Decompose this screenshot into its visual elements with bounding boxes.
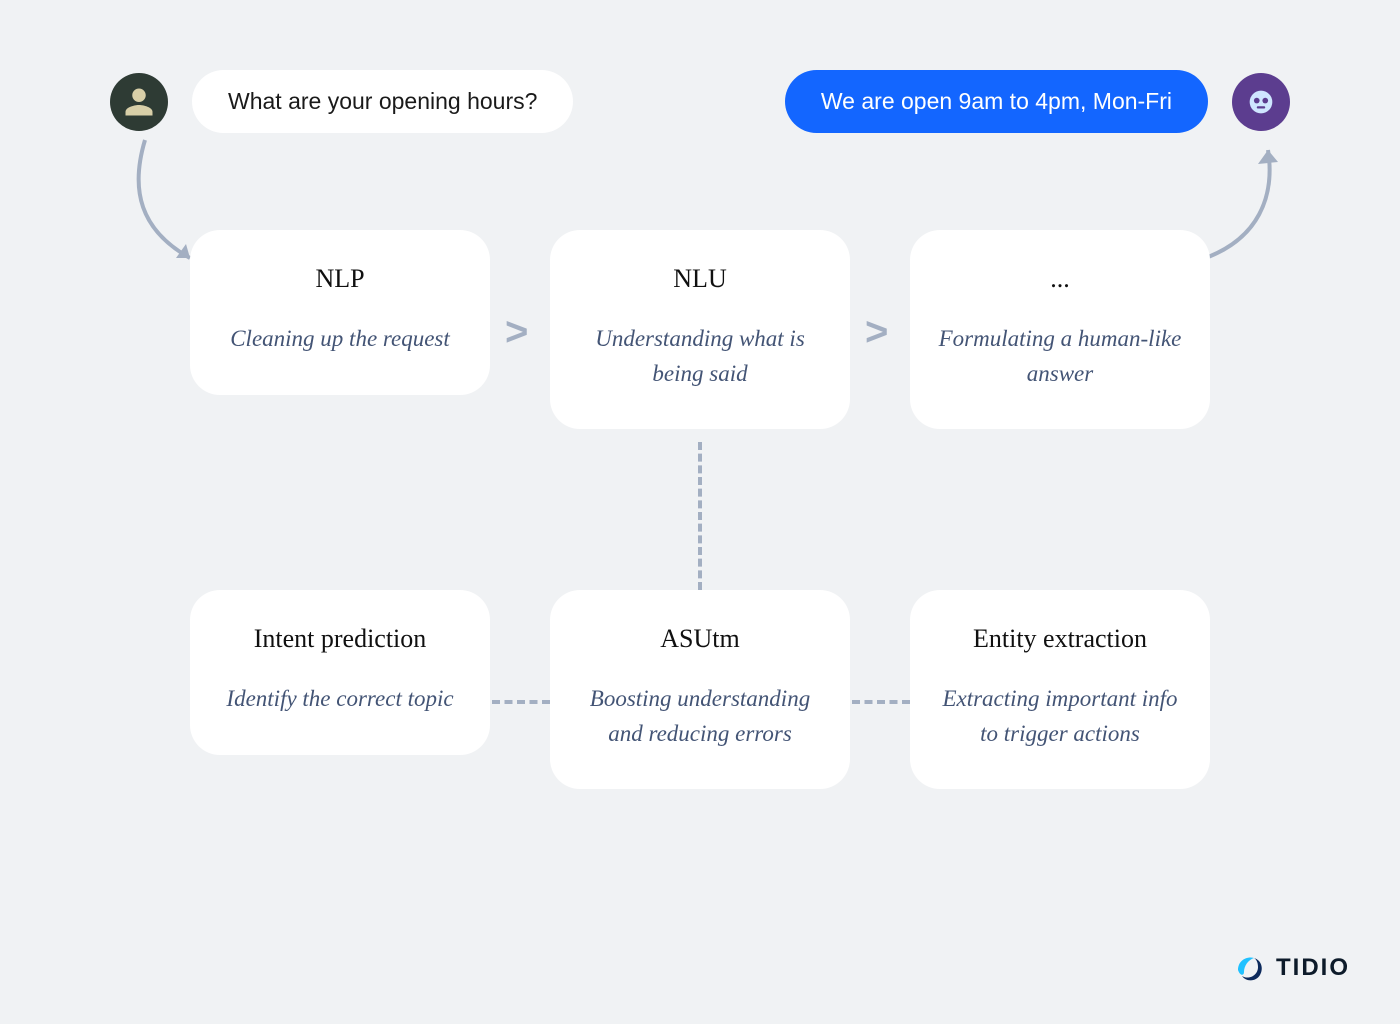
card-asutm-desc: Boosting understanding and reducing erro… bbox=[578, 682, 822, 751]
person-icon bbox=[121, 84, 157, 120]
card-entity-desc: Extracting important info to trigger act… bbox=[938, 682, 1182, 751]
chat-user-group: What are your opening hours? bbox=[110, 70, 573, 133]
diagram-canvas: What are your opening hours? We are open… bbox=[0, 0, 1400, 1024]
card-nlp: NLP Cleaning up the request bbox=[190, 230, 490, 395]
card-nlu-desc: Understanding what is being said bbox=[578, 322, 822, 391]
dash-h-right bbox=[852, 700, 910, 704]
user-avatar bbox=[110, 73, 168, 131]
chat-bot-group: We are open 9am to 4pm, Mon-Fri bbox=[785, 70, 1290, 133]
dash-h-left bbox=[492, 700, 550, 704]
card-nlu-title: NLU bbox=[578, 264, 822, 294]
card-formulate: ... Formulating a human-like answer bbox=[910, 230, 1210, 429]
card-nlu: NLU Understanding what is being said bbox=[550, 230, 850, 429]
bot-avatar bbox=[1232, 73, 1290, 131]
card-nlp-desc: Cleaning up the request bbox=[218, 322, 462, 357]
chat-row: What are your opening hours? We are open… bbox=[110, 70, 1290, 133]
chevron-1-icon: > bbox=[505, 310, 528, 355]
card-intent-desc: Identify the correct topic bbox=[218, 682, 462, 717]
card-entity: Entity extraction Extracting important i… bbox=[910, 590, 1210, 789]
card-intent: Intent prediction Identify the correct t… bbox=[190, 590, 490, 755]
chevron-2-icon: > bbox=[865, 310, 888, 355]
brand-logo: TIDIO bbox=[1234, 952, 1350, 984]
dash-vertical bbox=[698, 442, 702, 590]
bot-message-bubble: We are open 9am to 4pm, Mon-Fri bbox=[785, 70, 1208, 133]
brand-logo-text: TIDIO bbox=[1276, 954, 1350, 982]
user-message-bubble: What are your opening hours? bbox=[192, 70, 573, 133]
card-asutm: ASUtm Boosting understanding and reducin… bbox=[550, 590, 850, 789]
card-formulate-title: ... bbox=[938, 264, 1182, 294]
card-asutm-title: ASUtm bbox=[578, 624, 822, 654]
card-formulate-desc: Formulating a human-like answer bbox=[938, 322, 1182, 391]
card-entity-title: Entity extraction bbox=[938, 624, 1182, 654]
robot-icon bbox=[1244, 85, 1278, 119]
brand-logo-mark-icon bbox=[1234, 952, 1266, 984]
card-nlp-title: NLP bbox=[218, 264, 462, 294]
card-intent-title: Intent prediction bbox=[218, 624, 462, 654]
